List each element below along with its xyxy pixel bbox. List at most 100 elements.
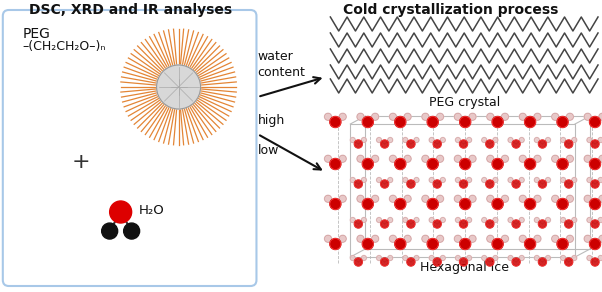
Circle shape bbox=[486, 258, 494, 266]
Circle shape bbox=[355, 140, 362, 148]
Circle shape bbox=[534, 235, 541, 242]
Circle shape bbox=[459, 258, 468, 266]
Circle shape bbox=[534, 155, 541, 162]
Circle shape bbox=[371, 195, 379, 202]
Circle shape bbox=[492, 199, 503, 209]
Circle shape bbox=[524, 117, 536, 128]
Circle shape bbox=[545, 138, 550, 142]
Circle shape bbox=[535, 256, 539, 260]
Circle shape bbox=[350, 218, 355, 223]
Circle shape bbox=[414, 138, 419, 142]
Circle shape bbox=[330, 159, 341, 169]
Circle shape bbox=[455, 155, 461, 162]
Circle shape bbox=[519, 218, 524, 223]
Circle shape bbox=[456, 256, 461, 260]
Circle shape bbox=[102, 223, 117, 239]
Circle shape bbox=[422, 155, 429, 162]
Circle shape bbox=[376, 256, 382, 260]
Circle shape bbox=[357, 235, 364, 242]
Circle shape bbox=[460, 199, 471, 209]
Circle shape bbox=[560, 218, 566, 223]
Circle shape bbox=[357, 113, 364, 120]
Circle shape bbox=[324, 113, 332, 120]
Circle shape bbox=[123, 223, 140, 239]
Circle shape bbox=[388, 218, 393, 223]
Circle shape bbox=[469, 113, 476, 120]
Circle shape bbox=[566, 195, 573, 202]
Circle shape bbox=[324, 235, 332, 242]
Circle shape bbox=[493, 138, 498, 142]
Circle shape bbox=[551, 155, 559, 162]
Circle shape bbox=[584, 155, 591, 162]
Circle shape bbox=[589, 239, 601, 249]
Circle shape bbox=[404, 113, 411, 120]
Circle shape bbox=[350, 178, 355, 182]
Text: DSC, XRD and IR analyses: DSC, XRD and IR analyses bbox=[29, 3, 232, 17]
Circle shape bbox=[455, 113, 461, 120]
Circle shape bbox=[350, 256, 355, 260]
Circle shape bbox=[429, 178, 434, 182]
FancyBboxPatch shape bbox=[3, 10, 256, 286]
Circle shape bbox=[427, 199, 438, 209]
Circle shape bbox=[436, 195, 444, 202]
Circle shape bbox=[429, 218, 434, 223]
Circle shape bbox=[557, 199, 568, 209]
Circle shape bbox=[587, 256, 592, 260]
Circle shape bbox=[436, 113, 444, 120]
Circle shape bbox=[492, 117, 503, 128]
Circle shape bbox=[460, 159, 471, 169]
Circle shape bbox=[361, 218, 367, 223]
Circle shape bbox=[589, 117, 601, 128]
Circle shape bbox=[584, 195, 591, 202]
Circle shape bbox=[371, 155, 379, 162]
Circle shape bbox=[339, 113, 346, 120]
Circle shape bbox=[572, 256, 577, 260]
Circle shape bbox=[427, 159, 438, 169]
Circle shape bbox=[551, 113, 559, 120]
Circle shape bbox=[389, 155, 397, 162]
Circle shape bbox=[339, 235, 346, 242]
Circle shape bbox=[429, 256, 434, 260]
Circle shape bbox=[355, 258, 362, 266]
Circle shape bbox=[429, 138, 434, 142]
Circle shape bbox=[557, 159, 568, 169]
Circle shape bbox=[508, 178, 513, 182]
Circle shape bbox=[599, 195, 602, 202]
Circle shape bbox=[440, 178, 445, 182]
Circle shape bbox=[380, 180, 389, 188]
Circle shape bbox=[433, 258, 441, 266]
Circle shape bbox=[362, 159, 373, 169]
Circle shape bbox=[355, 180, 362, 188]
Circle shape bbox=[395, 117, 406, 128]
Circle shape bbox=[440, 138, 445, 142]
Circle shape bbox=[330, 199, 341, 209]
Circle shape bbox=[362, 199, 373, 209]
Circle shape bbox=[362, 117, 373, 128]
Circle shape bbox=[388, 256, 393, 260]
Text: PEG crystal: PEG crystal bbox=[429, 96, 500, 109]
Circle shape bbox=[598, 256, 602, 260]
Circle shape bbox=[110, 201, 132, 223]
Circle shape bbox=[572, 218, 577, 223]
Circle shape bbox=[389, 195, 397, 202]
Circle shape bbox=[598, 178, 602, 182]
Circle shape bbox=[501, 235, 509, 242]
Circle shape bbox=[404, 235, 411, 242]
Circle shape bbox=[501, 195, 509, 202]
Circle shape bbox=[440, 218, 445, 223]
Text: high: high bbox=[258, 114, 285, 127]
Circle shape bbox=[524, 239, 536, 249]
Circle shape bbox=[467, 256, 471, 260]
Text: Hexagonal ice: Hexagonal ice bbox=[420, 261, 509, 274]
Circle shape bbox=[589, 199, 601, 209]
Circle shape bbox=[551, 195, 559, 202]
Circle shape bbox=[599, 235, 602, 242]
Circle shape bbox=[535, 138, 539, 142]
Circle shape bbox=[395, 239, 406, 249]
Circle shape bbox=[487, 113, 494, 120]
Circle shape bbox=[436, 235, 444, 242]
Circle shape bbox=[599, 155, 602, 162]
Circle shape bbox=[362, 239, 373, 249]
Circle shape bbox=[587, 178, 592, 182]
Circle shape bbox=[376, 218, 382, 223]
